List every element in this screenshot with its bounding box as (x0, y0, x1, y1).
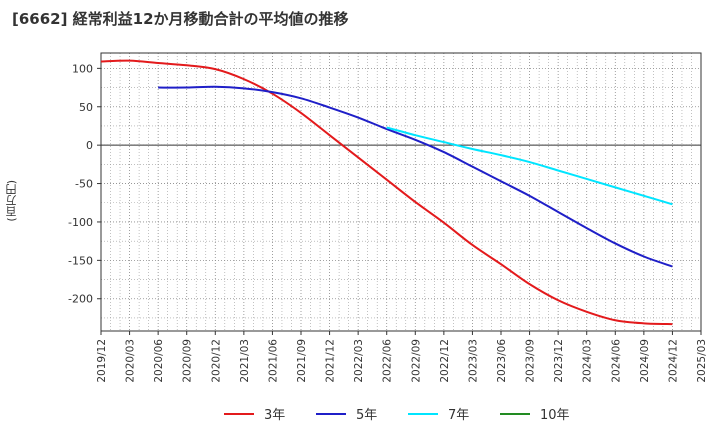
x-tick-label: 2022/03 (353, 339, 365, 383)
x-tick-label: 2021/03 (239, 339, 251, 383)
x-tick-label: 2020/12 (210, 339, 222, 383)
x-tick-label: 2022/12 (439, 339, 451, 383)
x-tick-label: 2024/06 (610, 339, 622, 383)
x-tick-label: 2021/09 (296, 339, 308, 383)
x-tick-label: 2024/03 (582, 339, 594, 383)
x-tick-label: 2021/06 (267, 339, 279, 383)
y-tick-label: -200 (68, 293, 93, 306)
x-tick-label: 2024/12 (667, 339, 679, 383)
x-tick-label: 2019/12 (96, 339, 108, 383)
x-tick-label: 2020/03 (125, 339, 137, 383)
y-tick-label: 100 (72, 62, 93, 75)
y-tick-label: 50 (79, 101, 93, 114)
x-tick-label: 2023/09 (525, 339, 537, 383)
x-tick-label: 2020/09 (182, 339, 194, 383)
y-tick-label: -50 (75, 178, 93, 191)
legend-label-1: 5年 (356, 408, 377, 423)
x-tick-label: 2020/06 (153, 339, 165, 383)
y-tick-label: 0 (86, 139, 93, 152)
x-tick-label: 2021/12 (325, 339, 337, 383)
legend-label-0: 3年 (264, 408, 285, 423)
legend-label-2: 7年 (448, 408, 469, 423)
x-tick-label: 2025/03 (696, 339, 708, 383)
x-tick-label: 2023/12 (553, 339, 565, 383)
plot-frame (100, 52, 702, 332)
x-tick-label: 2023/06 (496, 339, 508, 383)
x-tick-label: 2023/03 (467, 339, 479, 383)
legend-label-3: 10年 (540, 408, 570, 423)
x-tick-label: 2022/06 (382, 339, 394, 383)
y-tick-label: -100 (68, 216, 93, 229)
x-tick-label: 2022/09 (410, 339, 422, 383)
chart-title: [6662] 経常利益12か月移動合計の平均値の推移 (12, 10, 349, 28)
y-tick-label: -150 (68, 254, 93, 267)
x-tick-label: 2024/09 (639, 339, 651, 383)
